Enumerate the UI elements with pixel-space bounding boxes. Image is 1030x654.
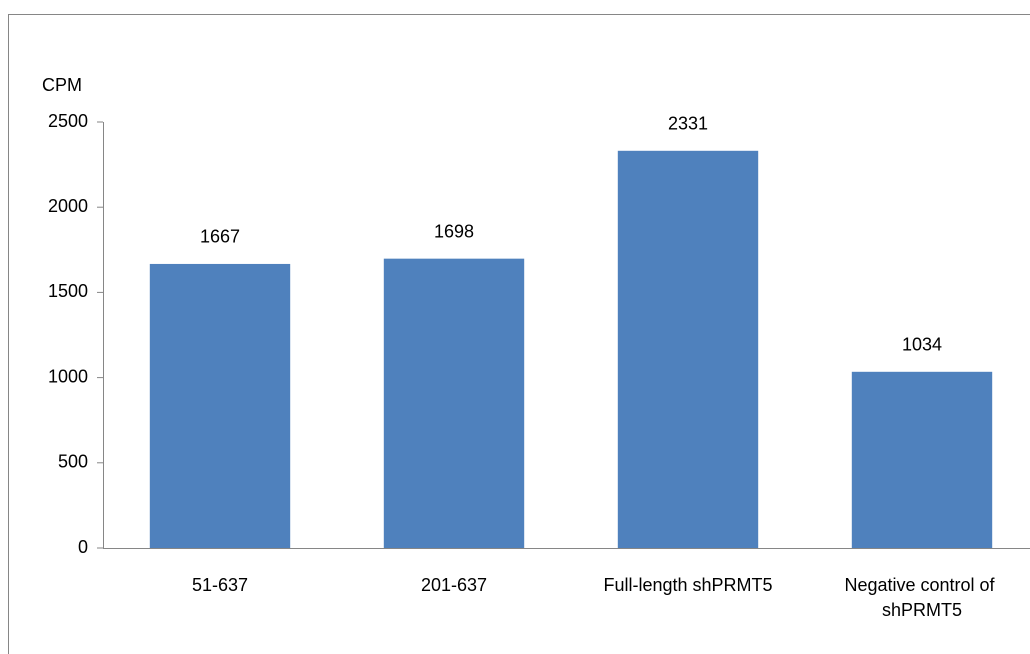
x-tick-label: 201-637 [421,575,487,595]
bar [617,150,759,548]
bar [149,263,291,548]
y-axis-label: CPM [42,75,82,95]
x-tick-label: 51-637 [192,575,248,595]
y-tick-label: 0 [78,537,88,557]
y-tick-label: 1500 [48,281,88,301]
x-tick-label: Full-length shPRMT5 [603,575,772,595]
y-tick-label: 500 [58,452,88,472]
y-tick-label: 1000 [48,366,88,386]
data-label: 1667 [200,227,240,247]
data-label: 2331 [668,114,708,134]
chart-frame [8,14,1030,654]
y-tick-label: 2500 [48,111,88,131]
bar [383,258,525,548]
data-label: 1698 [434,221,474,241]
x-tick-label: Negative control of shPRMT5 [844,575,999,620]
y-tick-label: 2000 [48,196,88,216]
data-label: 1034 [902,335,942,355]
bar [851,371,993,548]
